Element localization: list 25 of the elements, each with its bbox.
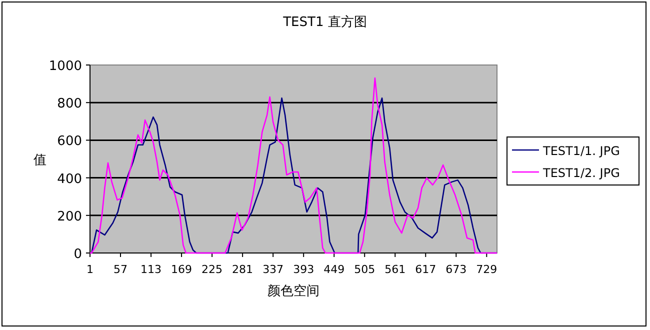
x-tick-label: 113 [140,263,162,276]
x-tick-label: 337 [262,263,284,276]
y-tick-label: 400 [57,172,82,187]
x-tick-label: 449 [324,263,345,276]
y-tick-label: 800 [57,96,82,112]
y-tick-label: 0 [74,247,82,262]
x-tick-label: 57 [114,263,128,276]
x-tick-label: 1 [86,263,94,276]
y-tick-label: 600 [57,134,82,150]
y-axis-title: 值 [34,153,46,168]
x-tick-label: 225 [202,263,223,276]
x-tick-label: 617 [415,263,436,276]
y-tick-label: 200 [57,209,82,224]
legend-label: TEST1/2. JPG [542,166,620,180]
x-tick-label: 281 [232,263,254,276]
y-tick-label: 1000 [48,59,82,74]
x-tick-label: 505 [354,263,376,276]
x-tick-label: 729 [476,263,498,276]
x-tick-label: 169 [171,263,192,276]
x-axis-title: 颜色空间 [268,284,320,299]
x-tick-label: 673 [446,263,467,276]
chart-title: TEST1 直方图 [282,14,367,30]
x-tick-label: 561 [384,263,406,276]
x-tick-label: 393 [293,263,314,276]
legend-label: TEST1/1. JPG [542,144,620,158]
